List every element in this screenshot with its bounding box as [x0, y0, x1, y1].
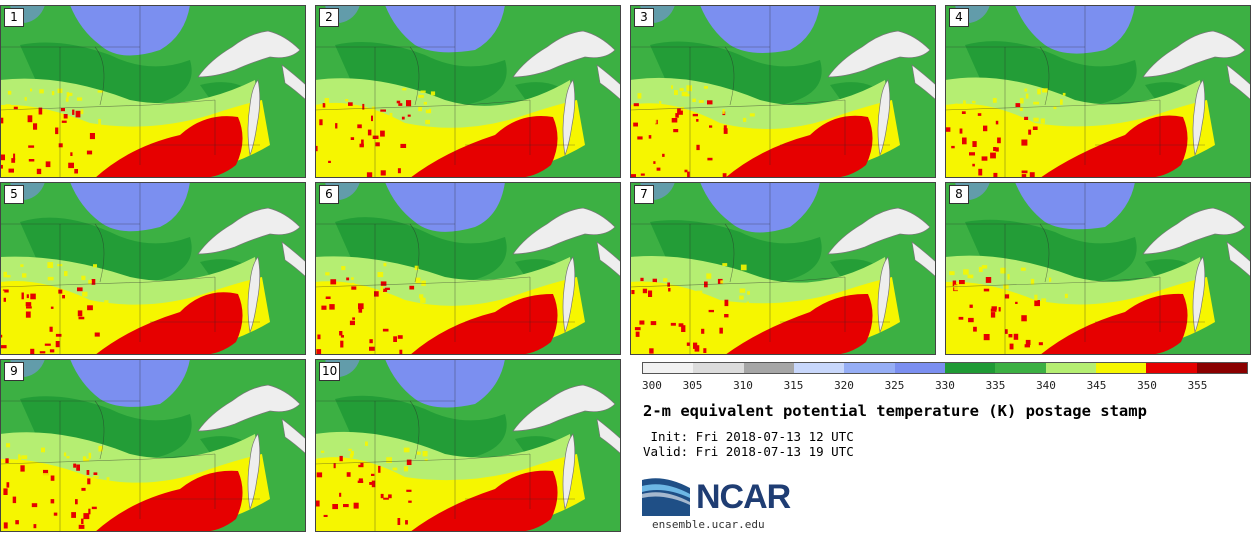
colorbar-tick-label: 310 [733, 379, 753, 392]
colorbar [642, 362, 1248, 374]
colorbar-tick-label: 335 [985, 379, 1006, 392]
colorbar-tick-label: 350 [1137, 379, 1157, 392]
colorbar-tick-label: 355 [1187, 379, 1208, 392]
colorbar-segment [743, 363, 794, 373]
member-number: 8 [949, 185, 969, 204]
valid-time: Valid: Fri 2018-07-13 19 UTC [643, 444, 854, 459]
colorbar-tick-label: 330 [935, 379, 955, 392]
colorbar-segment [1095, 363, 1147, 373]
member-panel-5[interactable]: 5 [0, 182, 306, 355]
member-panel-3[interactable]: 3 [630, 5, 936, 178]
colorbar-segment [944, 363, 996, 373]
colorbar-tick-label: 340 [1036, 379, 1056, 392]
colorbar-segment [793, 363, 845, 373]
map-field [630, 182, 936, 355]
colorbar-segment [643, 363, 694, 373]
member-panel-9[interactable]: 9 [0, 359, 306, 532]
colorbar-segment [995, 363, 1046, 373]
colorbar-tick-label: 300 [642, 379, 662, 392]
member-number: 10 [319, 362, 341, 381]
ncar-logo-text: NCAR [696, 478, 791, 516]
colorbar-segment [693, 363, 744, 373]
colorbar-segment [1045, 363, 1096, 373]
init-time: Init: Fri 2018-07-13 12 UTC [643, 429, 854, 444]
member-number: 7 [634, 185, 654, 204]
colorbar-tick-label: 320 [834, 379, 854, 392]
map-field [0, 5, 306, 178]
member-number: 1 [4, 8, 24, 27]
member-panel-6[interactable]: 6 [315, 182, 621, 355]
member-number: 3 [634, 8, 654, 27]
member-number: 5 [4, 185, 24, 204]
colorbar-tick-label: 325 [884, 379, 905, 392]
map-field [0, 359, 306, 532]
member-number: 6 [319, 185, 339, 204]
map-field [0, 182, 306, 355]
colorbar-segment [894, 363, 945, 373]
member-panel-4[interactable]: 4 [945, 5, 1251, 178]
colorbar-segment [844, 363, 895, 373]
member-panel-10[interactable]: 10 [315, 359, 621, 532]
member-number: 4 [949, 8, 969, 27]
map-field [315, 359, 621, 532]
map-field [315, 5, 621, 178]
colorbar-segment [1146, 363, 1197, 373]
colorbar-tick-label: 315 [783, 379, 804, 392]
ncar-logo-icon [642, 478, 690, 516]
colorbar-tick-label: 305 [682, 379, 703, 392]
member-panel-1[interactable]: 1 [0, 5, 306, 178]
figure-title: 2-m equivalent potential temperature (K)… [643, 402, 1147, 420]
member-panel-2[interactable]: 2 [315, 5, 621, 178]
member-number: 2 [319, 8, 339, 27]
map-field [630, 5, 936, 178]
map-field [945, 5, 1251, 178]
colorbar-ticks: 300 305 310 315 320 325 330 335 340 345 350 355 [642, 379, 1248, 393]
site-url[interactable]: ensemble.ucar.edu [652, 518, 765, 531]
map-field [315, 182, 621, 355]
map-field [945, 182, 1251, 355]
member-number: 9 [4, 362, 24, 381]
colorbar-segment [1196, 363, 1247, 373]
member-panel-8[interactable]: 8 [945, 182, 1251, 355]
colorbar-tick-label: 345 [1086, 379, 1107, 392]
member-panel-7[interactable]: 7 [630, 182, 936, 355]
